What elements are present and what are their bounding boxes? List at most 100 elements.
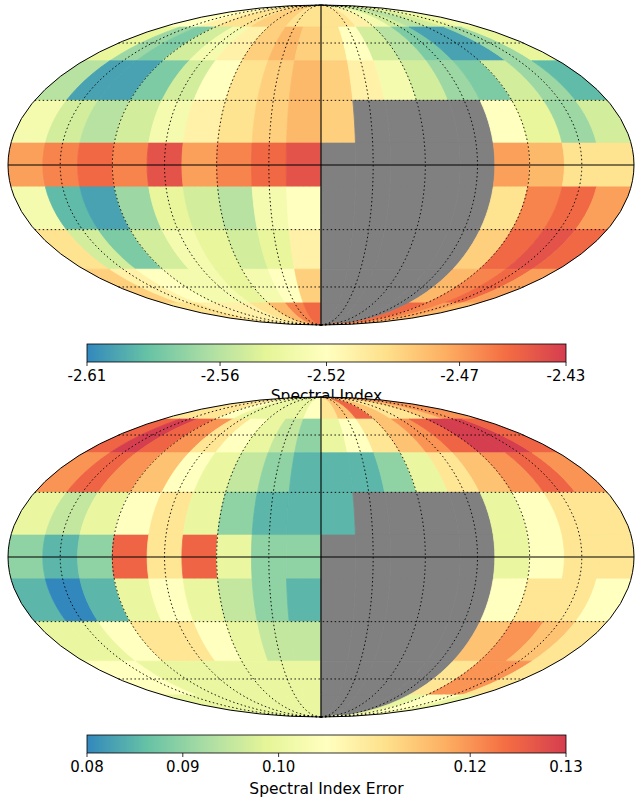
cell [162,5,321,27]
colorbar-tick [87,362,88,366]
colorbar-tick-label: -2.52 [307,367,346,385]
cell [295,419,321,453]
parallel [118,678,523,679]
cells [8,397,634,717]
masked-cell [353,187,390,230]
masked-cell [321,579,355,622]
colorbar-tick [182,753,183,757]
parallel [35,229,608,230]
colorbar-tick-label: 0.10 [262,758,295,776]
sky-map [8,397,634,717]
cell [268,695,321,717]
cell [532,61,607,101]
cell [462,419,558,453]
cell [252,187,289,230]
cells [8,5,634,325]
colorbar-tick-label: 0.13 [549,758,582,776]
graticule [8,5,634,325]
cell [321,303,480,325]
colorbar: -2.61-2.56-2.52-2.47-2.43Spectral Index [68,344,586,405]
cell [286,5,321,27]
colorbar-tick-label: 0.09 [166,758,199,776]
map-outline [8,397,634,717]
cell [321,695,480,717]
cell [162,397,321,419]
colorbar-tick-label: 0.08 [70,758,103,776]
parallel [35,621,608,622]
cell [287,100,321,143]
cell [303,397,321,419]
cell [257,230,294,270]
cell [289,453,321,493]
colorbar-tick-label: -2.43 [547,367,586,385]
cell [268,397,321,419]
colorbar-label: Spectral Index Error [249,780,404,798]
cell [162,695,321,717]
colorbar-tick [326,362,327,366]
colorbar-tick [470,753,471,757]
parallel [118,286,523,287]
cell [321,5,462,27]
cell [287,492,321,535]
colorbar-scale [87,344,566,362]
colorbar-scale [87,735,566,753]
colorbar-tick-label: -2.56 [201,367,240,385]
cell [532,230,607,270]
cell [532,453,607,493]
cell [180,5,321,27]
cell [257,622,294,662]
colorbar-tick-label: -2.47 [440,367,479,385]
sky-map [8,5,634,325]
cell [268,5,321,27]
cell [295,661,321,695]
cell [289,61,321,101]
cell [289,622,321,662]
cell [218,579,258,622]
cell [257,453,294,493]
cell [218,187,258,230]
colorbar-tick-label: -2.61 [68,367,107,385]
cell [295,27,321,61]
cell [321,492,355,535]
cell [289,230,321,270]
cell [462,661,558,695]
parallel [35,492,608,493]
cell [257,61,294,101]
masked-cell [321,187,355,230]
cell [303,303,321,325]
cell [162,303,321,325]
cell [268,303,321,325]
parallel [8,556,634,557]
cell [303,5,321,27]
figure: -2.61-2.56-2.52-2.47-2.43Spectral Index0… [0,0,643,809]
parallel [8,164,634,165]
map-outline [8,5,634,325]
colorbar-tick [566,362,567,366]
cell [287,579,321,622]
colorbar-tick [220,362,221,366]
cell [295,269,321,303]
graticule [8,397,634,717]
colorbar-tick-label: 0.12 [453,758,486,776]
cell [321,397,462,419]
cell [462,269,558,303]
parallel [35,100,608,101]
cell [303,695,321,717]
cell [321,397,480,419]
cell [321,100,355,143]
cell [286,397,321,419]
cell [462,27,558,61]
cell [286,695,321,717]
cell [287,187,321,230]
cell [252,579,289,622]
colorbar-tick [566,753,567,757]
cell [286,303,321,325]
colorbar-tick [278,753,279,757]
parallel [118,435,523,436]
colorbar: 0.08 0.09 0.10 0.12 0.13 Spectral Index Error [70,735,582,798]
cell [180,397,321,419]
masked-cell [353,579,390,622]
colorbar-tick [459,362,460,366]
cell [321,5,480,27]
colorbar-tick [87,753,88,757]
